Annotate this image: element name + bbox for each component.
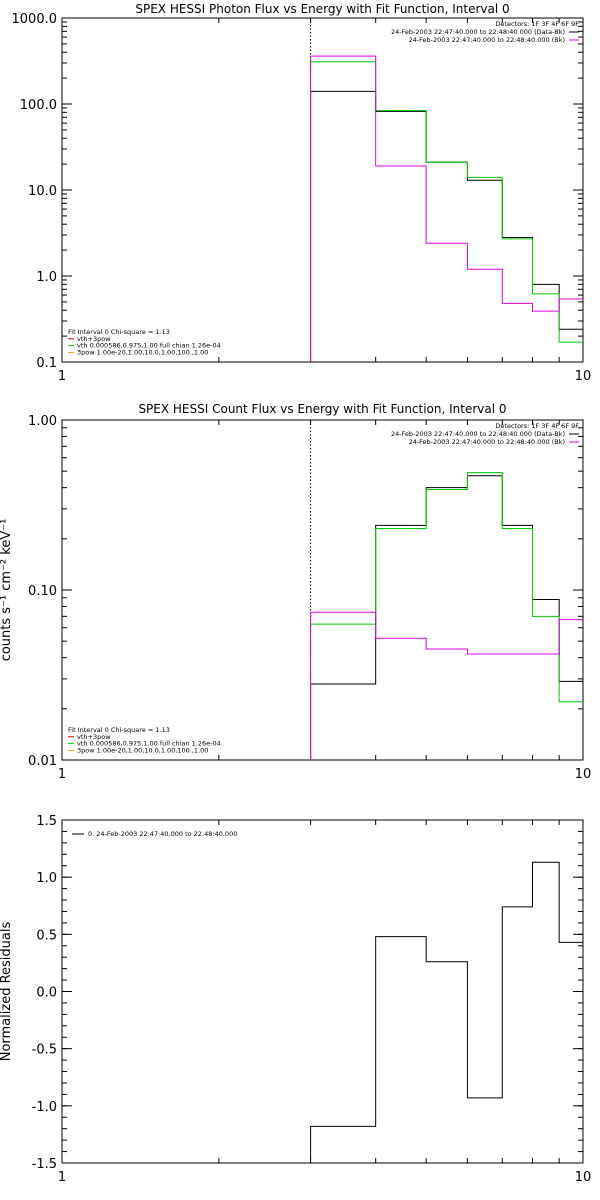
legend-top-text: 24-Feb-2003 22:47:40.000 to 22:48:40.000… xyxy=(391,430,565,438)
series-data_bk xyxy=(310,90,583,362)
x-tick-label: 10 xyxy=(575,767,592,782)
legend-bottom-text: 3pow 1.00e-20,1.00,10.0,1.00,100.,1.00 xyxy=(77,348,208,356)
series-data_bk xyxy=(310,475,583,760)
y-tick-label: -0.5 xyxy=(32,1043,57,1058)
y-axis-label: counts s⁻¹ cm⁻² keV⁻¹ xyxy=(0,519,14,662)
y-tick-label: -1.0 xyxy=(32,1100,57,1115)
legend-bottom-text: vth+3pow xyxy=(77,733,111,741)
legend-bottom-text: 3pow 1.00e-20,1.00,10.0,1.00,100.,1.00 xyxy=(77,746,208,754)
chart-title: SPEX HESSI Photon Flux vs Energy with Fi… xyxy=(135,2,509,16)
y-tick-label: 0.01 xyxy=(28,754,57,769)
y-tick-label: 1.0 xyxy=(36,270,57,285)
y-tick-label: 1000.0 xyxy=(12,12,58,27)
panel-2: SPEX HESSI Count Flux vs Energy with Fit… xyxy=(0,402,591,782)
x-tick-label: 1 xyxy=(58,767,66,782)
legend-top-text: 24-Feb-2003 22:47:40.000 to 22:48:40.000… xyxy=(391,28,565,36)
legend-bottom-text: Fit Interval 0 Chi-square = 1.13 xyxy=(68,328,170,336)
legend-top-left-text: 0. 24-Feb-2003 22:47:40.000 to 22:48:40.… xyxy=(88,830,237,838)
x-tick-label: 1 xyxy=(58,1170,66,1185)
y-tick-label: 0.1 xyxy=(36,356,57,371)
y-tick-label: 0.5 xyxy=(36,928,57,943)
x-tick-label: 10 xyxy=(575,369,592,384)
y-tick-label: -1.5 xyxy=(32,1157,57,1172)
series-bk xyxy=(310,611,583,760)
y-tick-label: 100.0 xyxy=(20,98,57,113)
chart-title: SPEX HESSI Count Flux vs Energy with Fit… xyxy=(138,402,506,416)
series-residuals xyxy=(310,861,583,1163)
series-fit xyxy=(310,472,583,760)
legend-top-text: 24-Feb-2003 22:47:40.000 to 22:48:40.000… xyxy=(409,36,565,44)
legend-top-text: Detectors: 1F 3F 4F 6F 9F xyxy=(495,20,579,28)
y-tick-label: 10.0 xyxy=(28,184,57,199)
series-bk xyxy=(310,55,583,362)
legend-bottom-text: Fit Interval 0 Chi-square = 1.13 xyxy=(68,726,170,734)
y-tick-label: 1.00 xyxy=(28,414,57,429)
y-tick-label: 0.0 xyxy=(36,986,57,1001)
x-tick-label: 1 xyxy=(58,369,66,384)
plot-frame xyxy=(61,819,584,1164)
legend-bottom-text: vth 0.000586,0.975,1.00 full chian 1.26e… xyxy=(77,342,221,350)
x-tick-label: 10 xyxy=(575,1170,592,1185)
legend-top-text: 24-Feb-2003 22:47:40.000 to 22:48:40.000… xyxy=(409,438,565,446)
legend-bottom-text: vth 0.000586,0.975,1.00 full chian 1.26e… xyxy=(77,740,221,748)
plot-frame xyxy=(61,17,584,363)
y-tick-label: 1.5 xyxy=(36,814,57,829)
y-tick-label: 0.10 xyxy=(28,584,57,599)
plot-frame xyxy=(61,419,584,761)
y-tick-label: 1.0 xyxy=(36,871,57,886)
y-axis-label: Normalized Residuals xyxy=(0,922,14,1062)
legend-top-text: Detectors: 1F 3F 4F 6F 9F xyxy=(495,422,579,430)
legend-bottom-text: vth+3pow xyxy=(77,335,111,343)
panel-1: SPEX HESSI Photon Flux vs Energy with Fi… xyxy=(12,2,592,384)
panel-3: Normalized Residuals 1 10 1.5 1.0 0.5 0.0 -0.5 -… xyxy=(0,814,591,1185)
series-fit xyxy=(310,61,583,362)
